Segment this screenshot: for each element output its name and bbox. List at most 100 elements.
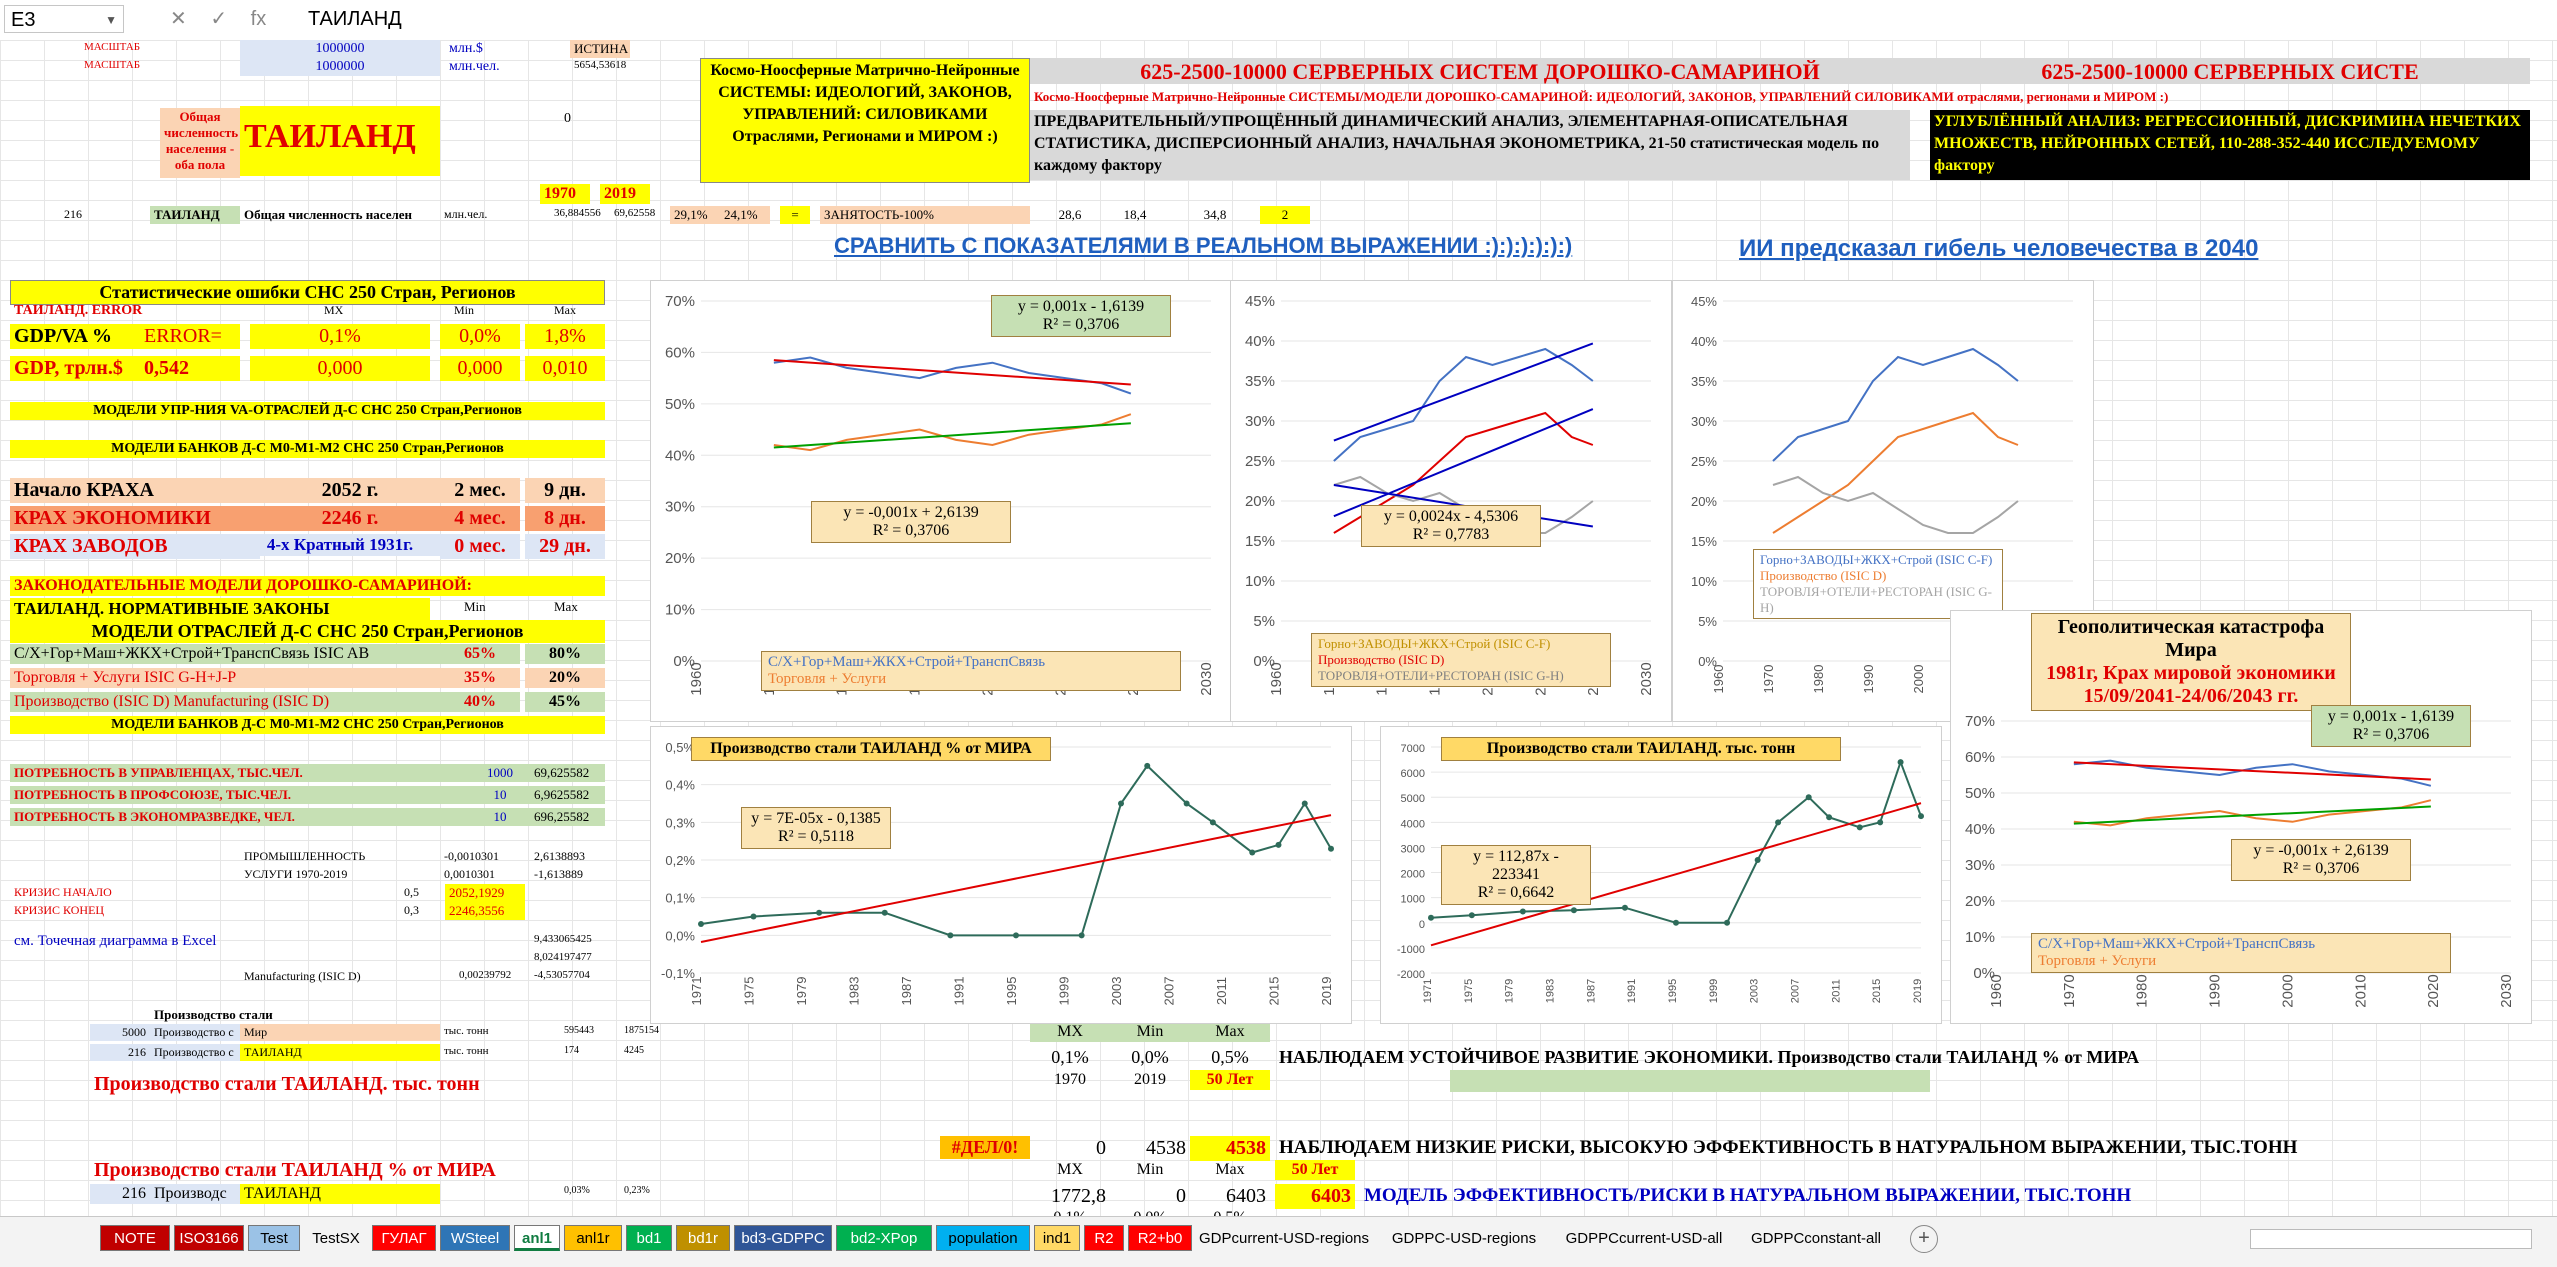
usl-a: 0,0010301 (444, 867, 495, 881)
chevron-down-icon[interactable]: ▼ (105, 13, 117, 27)
chart-steel-pct[interactable]: -0,1% 0,0% 0,1% 0,2% 0,3% 0,4% 0,5% 1971 1975 197… (650, 726, 1352, 1024)
row-metric: Общая численность населен (244, 207, 413, 222)
sheet-tab-wsteel[interactable]: WSteel (440, 1225, 510, 1251)
crash-econ-month: 4 мес. (440, 506, 520, 531)
c6-eq2-box[interactable]: y = -0,001x + 2,6139 R² = 0,3706 (2231, 839, 2411, 881)
sheet-tab-gdpcurrent-usd-regions[interactable]: GDPcurrent-USD-regions (1196, 1225, 1372, 1251)
data-point (1775, 819, 1782, 826)
ind1-max: 80% (525, 644, 605, 664)
bt-min2: Min (1136, 1161, 1164, 1178)
c1-legend-2: Торговля + Услуги (768, 671, 887, 687)
name-box[interactable]: E3 ▼ (4, 5, 124, 33)
sheet-tab-iso3166[interactable]: ISO3166 (174, 1225, 244, 1251)
horizontal-scrollbar[interactable] (2250, 1229, 2532, 1249)
country-title[interactable]: ТАИЛАНД (240, 106, 440, 176)
sheet-tab-bd2-xpop[interactable]: bd2-XPop (836, 1225, 932, 1251)
c1-eq2-box[interactable]: y = -0,001x + 2,6139 R² = 0,3706 (811, 501, 1011, 543)
c3-legend-3: ТОРОВЛЯ+ОТЕЛИ+РЕСТОРАН (ISIC G-H) (1760, 584, 1993, 615)
row-unit: млн.чел. (444, 207, 488, 221)
x-tick-label: 2007 (1790, 979, 1802, 1003)
x-tick-label: 2019 (1912, 979, 1924, 1003)
c6-eq1-box[interactable]: y = 0,001x - 1,6139 R² = 0,3706 (2311, 705, 2471, 747)
crisis-end-b: 2246,3556 (445, 902, 525, 920)
sheet-tab-test[interactable]: Test (248, 1225, 300, 1251)
c1-r1: R² = 0,3706 (1042, 316, 1120, 333)
c5-eq-box[interactable]: y = 112,87x - 223341 R² = 0,6642 (1441, 845, 1591, 905)
unit-1: млн.$ (449, 41, 483, 56)
sheet-tab-ind1[interactable]: ind1 (1034, 1225, 1080, 1251)
x-tick-label: 1960 (1268, 662, 1285, 695)
sheet-tab-bd1r[interactable]: bd1r (676, 1225, 730, 1251)
bt-r1-min: 0,0% (1131, 1047, 1169, 1067)
chart-isic[interactable]: 0%5%10%15%20%25%30%35%40%45%196019701980… (1230, 280, 1672, 722)
bt-2019: 2019 (1134, 1071, 1166, 1088)
sheet-tab-bd1[interactable]: bd1 (626, 1225, 672, 1251)
c5-r: R² = 0,6642 (1477, 884, 1555, 901)
formula-input[interactable]: ТАИЛАНД (308, 8, 402, 30)
sheet-tab-gdppc-usd-regions[interactable]: GDPPC-USD-regions (1376, 1225, 1552, 1251)
trend-line-1 (2073, 761, 2431, 781)
manuf-label: Manufacturing (ISIC D) (244, 969, 361, 983)
c6-title-3: 15/09/2041-24/06/2043 гг. (2083, 685, 2299, 707)
sheet-tab-anl1[interactable]: anl1 (514, 1225, 560, 1251)
c4-eq-box[interactable]: y = 7E-05x - 0,1385 R² = 0,5118 (741, 807, 891, 849)
c4-title: Производство стали ТАИЛАНД % от МИРА (691, 737, 1051, 761)
y-tick-label: 15% (1691, 534, 1717, 549)
gdp-mx: 0,000 (250, 356, 430, 381)
manuf-value: 0,00239792 (459, 969, 512, 981)
c1-eq1-box[interactable]: y = 0,001x - 1,6139 R² = 0,3706 (991, 295, 1171, 337)
sheet-tab-gdppccurrent-usd-all[interactable]: GDPPCcurrent-USD-all (1556, 1225, 1732, 1251)
s1-name: Мир (240, 1024, 440, 1041)
c2-eq-box[interactable]: y = 0,0024x - 4,5306 R² = 0,7783 (1361, 505, 1541, 547)
y-tick-label: 30% (1965, 857, 1995, 874)
sheet-tab-population[interactable]: population (936, 1225, 1030, 1251)
chart-sector-share[interactable]: 0%10%20%30%40%50%60%70%19601970198019902… (650, 280, 1232, 722)
gdp-label: GDP, трлн.$ (10, 356, 140, 381)
cancel-icon[interactable]: ✕ (170, 8, 187, 30)
compare-link[interactable]: СРАВНИТЬ С ПОКАЗАТЕЛЯМИ В РЕАЛЬНОМ ВЫРАЖ… (834, 233, 1573, 258)
sheet-tab-гулаг[interactable]: ГУЛАГ (372, 1225, 436, 1251)
data-point (1621, 904, 1628, 911)
sheet-tab-anl1r[interactable]: anl1r (564, 1225, 622, 1251)
y-tick-label: 10% (665, 602, 695, 619)
ai-link[interactable]: ИИ предсказал гибель человечества в 2040 (1739, 235, 2259, 262)
y-tick-label: 10% (1245, 573, 1275, 590)
scatter-link[interactable]: см. Точечная диаграмма в Excel (14, 933, 217, 949)
data-point (1826, 814, 1833, 821)
pct-2: 24,1% (720, 206, 770, 224)
confirm-icon[interactable]: ✓ (210, 8, 228, 30)
sheet-tab-r2-b0[interactable]: R2+b0 (1128, 1225, 1192, 1251)
y-tick-label: 40% (1245, 333, 1275, 350)
spreadsheet-grid[interactable]: МАСШТАБ МАСШТАБ 1000000 1000000 млн.$ мл… (0, 40, 2557, 1226)
need-intel: ПОТРЕБНОСТЬ В ЭКОНОМРАЗВЕДКЕ, ЧЕЛ. (10, 808, 470, 826)
data-point (1275, 841, 1282, 848)
y-tick-label: 5% (1698, 614, 1717, 629)
trend-line-2 (1333, 408, 1594, 518)
chart-geopolitical[interactable]: 0% 10% 20% 30% 40% 50% 60% 70% 1960 1970 1980 1990 2… (1950, 610, 2532, 1024)
gdp-max: 0,010 (525, 356, 605, 381)
y-tick-label: -1000 (1397, 944, 1425, 956)
s1-label: Производство с (150, 1024, 240, 1041)
add-sheet-icon[interactable]: + (1910, 1225, 1938, 1253)
c6-title-1: Геополитическая катастрофа Мира (2057, 616, 2325, 661)
thai-error: ТАИЛАНД. ERROR (14, 303, 143, 318)
y-tick-label: -0,1% (661, 966, 695, 981)
chart-4-svg: -0,1% 0,0% 0,1% 0,2% 0,3% 0,4% 0,5% 1971 1975 197… (661, 740, 1334, 1005)
sheet-tab-gdppcconstant-all[interactable]: GDPPCconstant-all (1736, 1225, 1896, 1251)
x-tick-label: 2030 (2498, 974, 2515, 1007)
s1-unit: тыс. тонн (444, 1025, 489, 1037)
istina-label: ИСТИНА (570, 40, 630, 58)
sheet-tab-bd3-gdppc[interactable]: bd3-GDPPC (734, 1225, 832, 1251)
sheet-tab-testsx[interactable]: TestSX (304, 1225, 368, 1251)
ind3-max: 45% (525, 692, 605, 712)
data-point (1856, 824, 1863, 831)
sheet-tab-note[interactable]: NOTE (100, 1225, 170, 1251)
deep-analysis: УГЛУБЛЁННЫЙ АНАЛИЗ: РЕГРЕССИОННЫЙ, ДИСКР… (1930, 110, 2530, 180)
scale-value-2[interactable]: 1000000 (240, 58, 440, 76)
y-tick-label: 15% (1245, 533, 1275, 550)
chart-steel-kt[interactable]: -2000 -1000 0 1000 2000 3000 4000 5000 6000 7000 1… (1380, 726, 1942, 1024)
fx-icon[interactable]: fx (250, 8, 267, 30)
sheet-tab-r2[interactable]: R2 (1084, 1225, 1124, 1251)
error-label: ERROR= (140, 324, 240, 349)
scale-value-1[interactable]: 1000000 (240, 40, 440, 58)
